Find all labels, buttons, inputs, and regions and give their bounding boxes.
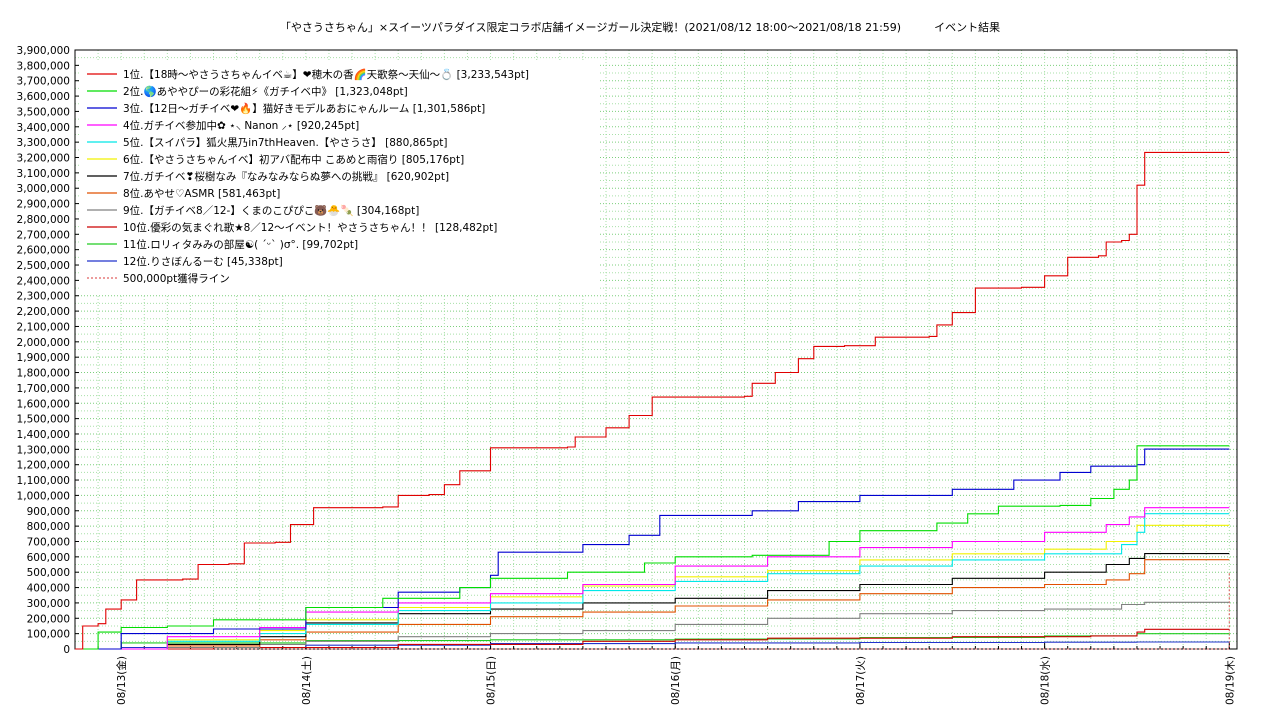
y-tick-label: 3,700,000	[17, 76, 70, 88]
y-tick-label: 200,000	[27, 613, 70, 625]
y-tick-label: 800,000	[27, 521, 70, 533]
y-tick-label: 300,000	[27, 598, 70, 610]
y-tick-label: 2,800,000	[17, 214, 70, 226]
series-line	[75, 553, 1230, 650]
series-line	[75, 151, 1230, 650]
series-line	[75, 507, 1230, 650]
series-line	[75, 601, 1230, 650]
legend-label: 2位.🌎あややぴーの彩花組⚡《ガチイベ中》 [1,323,048pt]	[123, 85, 408, 98]
chart-title: 「やさうさちゃん」×スイーツパラダイス限定コラボ店舗イメージガール決定戦！(20…	[279, 21, 1001, 34]
y-tick-label: 1,600,000	[17, 398, 70, 410]
legend-label: 5位.【スイパラ】狐火黒乃in7thHeaven.【やさうさ】 [880,865…	[123, 136, 448, 149]
y-tick-label: 1,100,000	[17, 475, 70, 487]
x-tick-label: 08/13(金)	[115, 656, 128, 705]
y-tick-label: 2,200,000	[17, 306, 70, 318]
y-tick-label: 3,000,000	[17, 183, 70, 195]
series-line	[75, 572, 1230, 650]
y-tick-label: 3,600,000	[17, 91, 70, 103]
legend-label: 3位.【12日～ガチイベ❤🔥】猫好きモデルあおにゃんルーム [1,301,586…	[123, 102, 485, 115]
x-tick-label: 08/19(木)	[1224, 656, 1236, 705]
y-tick-label: 3,300,000	[17, 137, 70, 149]
legend-label: 9位.【ガチイベ8／12-】くまのこぴぴこ🐻🐣🍡 [304,168pt]	[123, 204, 419, 217]
legend-label: 500,000pt獲得ライン	[123, 272, 230, 285]
x-tick-label: 08/16(月)	[670, 656, 682, 705]
series-line	[75, 559, 1230, 650]
y-tick-label: 3,900,000	[17, 45, 70, 57]
legend-label: 7位.ガチイベ❣桜樹なみ『なみなみならぬ夢への挑戦』 [620,902pt]	[123, 170, 449, 183]
y-tick-label: 700,000	[27, 536, 70, 548]
y-tick-label: 1,900,000	[17, 352, 70, 364]
y-tick-label: 2,000,000	[17, 337, 70, 349]
y-tick-label: 1,300,000	[17, 444, 70, 456]
y-tick-label: 500,000	[27, 567, 70, 579]
y-tick-label: 1,200,000	[17, 460, 70, 472]
y-tick-label: 3,200,000	[17, 153, 70, 165]
y-tick-label: 1,500,000	[17, 414, 70, 426]
y-tick-label: 2,900,000	[17, 199, 70, 211]
series-line	[75, 628, 1230, 650]
y-tick-label: 400,000	[27, 583, 70, 595]
y-tick-label: 100,000	[27, 629, 70, 641]
legend-label: 6位.【やさうさちゃんイベ】初アバ配布中 こあめと雨宿り [805,176pt]	[123, 153, 464, 166]
y-tick-label: 2,100,000	[17, 321, 70, 333]
y-tick-label: 900,000	[27, 506, 70, 518]
y-tick-label: 3,400,000	[17, 122, 70, 134]
y-tick-label: 1,400,000	[17, 429, 70, 441]
legend-label: 10位.優彩の気まぐれ歌★8／12～イベント！やさうさちゃん！！ [128,48…	[123, 221, 497, 234]
y-tick-label: 2,500,000	[17, 260, 70, 272]
series-line	[75, 513, 1230, 650]
series-line	[75, 445, 1230, 650]
y-tick-label: 1,700,000	[17, 383, 70, 395]
y-tick-label: 2,600,000	[17, 245, 70, 257]
y-tick-label: 2,300,000	[17, 291, 70, 303]
y-tick-label: 2,700,000	[17, 229, 70, 241]
y-tick-label: 1,800,000	[17, 368, 70, 380]
series-group	[75, 151, 1230, 650]
legend: 1位.【18時～やさうさちゃんイベ☕】❤穂木の香🌈天歌祭～天仙～💍 [3,233…	[80, 62, 600, 294]
y-tick-label: 600,000	[27, 552, 70, 564]
y-tick-label: 3,500,000	[17, 106, 70, 118]
y-tick-label: 3,100,000	[17, 168, 70, 180]
x-tick-label: 08/14(土)	[300, 656, 313, 705]
x-tick-label: 08/17(火)	[855, 656, 867, 705]
y-tick-label: 2,400,000	[17, 275, 70, 287]
legend-background	[80, 62, 600, 294]
legend-label: 8位.あやせ♡ASMR [581,463pt]	[123, 187, 280, 200]
y-tick-label: 3,800,000	[17, 60, 70, 72]
y-tick-label: 0	[63, 644, 70, 656]
y-tick-label: 1,000,000	[17, 490, 70, 502]
legend-label: 1位.【18時～やさうさちゃんイベ☕】❤穂木の香🌈天歌祭～天仙～💍 [3,233…	[123, 68, 529, 81]
x-tick-label: 08/15(日)	[486, 656, 498, 705]
legend-label: 4位.ガチイベ参加中✿ ⋆⸜ Nanon ⸝⋆ [920,245pt]	[123, 119, 359, 132]
x-tick-label: 08/18(水)	[1040, 656, 1052, 705]
legend-label: 11位.ロリィタみみの部屋☯( ˊᵕˋ )σ°. [99,702pt]	[123, 238, 358, 251]
legend-label: 12位.りさぼんるーむ [45,338pt]	[123, 255, 283, 268]
